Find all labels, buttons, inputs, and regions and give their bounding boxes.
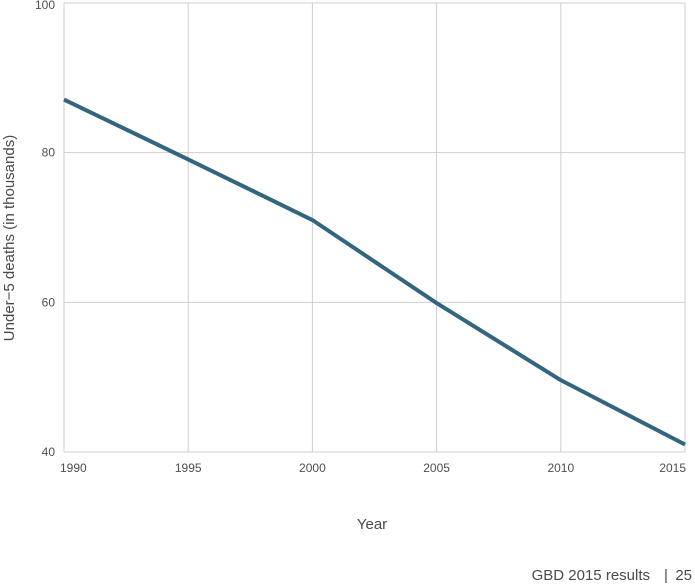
footer-page-number: 25	[675, 567, 692, 584]
y-tick-labels: 40 60 80 100	[35, 0, 55, 459]
y-axis-title: Under−5 deaths (in thousands)	[1, 135, 18, 341]
x-tick-label-1995: 1995	[175, 461, 202, 475]
y-tick-label-80: 80	[42, 146, 56, 160]
x-tick-label-2005: 2005	[423, 461, 450, 475]
footer: GBD 2015 results | 25	[532, 567, 692, 584]
y-tick-label-40: 40	[42, 445, 56, 459]
x-tick-labels: 1990 1995 2000 2005 2010 2015	[60, 461, 686, 475]
footer-source-text: GBD 2015 results	[532, 567, 650, 584]
y-tick-label-60: 60	[42, 295, 56, 309]
series-lines	[63, 97, 686, 447]
x-axis-title: Year	[357, 516, 387, 533]
y-tick-label-100: 100	[35, 0, 55, 12]
x-tick-label-1990: 1990	[60, 461, 87, 475]
grid-lines	[63, 2, 686, 453]
footer-separator: |	[664, 567, 668, 584]
series-line-0	[63, 97, 686, 447]
x-tick-label-2000: 2000	[299, 461, 326, 475]
x-tick-label-2010: 2010	[547, 461, 574, 475]
x-tick-label-2015: 2015	[659, 461, 686, 475]
